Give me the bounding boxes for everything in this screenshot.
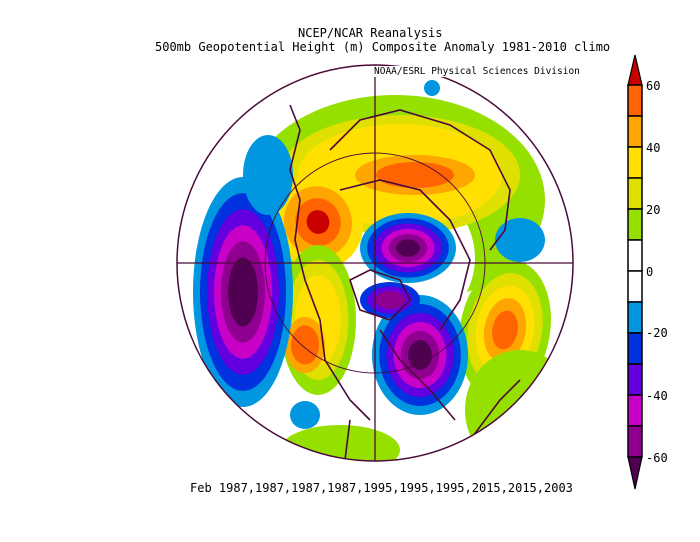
anomaly-contour	[290, 401, 320, 429]
colorbar-swatch	[627, 394, 643, 427]
colorbar-swatch	[627, 425, 643, 458]
anomaly-contour	[243, 135, 293, 215]
anomaly-contour	[376, 162, 454, 188]
figure-subtitle: 500mb Geopotential Height (m) Composite …	[155, 40, 611, 54]
colorbar-swatch	[627, 208, 643, 241]
colorbar-label: -40	[646, 389, 668, 403]
colorbar-min-arrow	[627, 456, 643, 490]
coastline	[349, 269, 411, 321]
colorbar-swatch	[627, 146, 643, 179]
colorbar-swatch	[627, 301, 643, 334]
coastline	[289, 104, 371, 421]
anomaly-contour	[228, 257, 258, 327]
anomaly-contour	[465, 350, 573, 461]
colorbar-swatch	[627, 177, 643, 210]
anomaly-contour	[396, 239, 420, 257]
anomaly-contour	[375, 291, 405, 309]
coastline	[344, 379, 521, 461]
anomaly-contour	[280, 425, 400, 461]
colorbar-swatch	[627, 115, 643, 148]
colorbar-label: 0	[646, 265, 654, 279]
colorbar-label: 40	[646, 141, 661, 155]
figure-title: NCEP/NCAR Reanalysis	[298, 26, 443, 40]
coastline	[339, 179, 471, 331]
colorbar-label: -60	[646, 451, 668, 465]
anomaly-contour	[424, 80, 440, 96]
colorbar-swatch	[627, 84, 643, 117]
colorbar-swatch	[627, 332, 643, 365]
map-boundary	[176, 64, 574, 462]
anomaly-field	[193, 80, 573, 461]
anomaly-contour	[492, 310, 518, 350]
anomaly-contour	[291, 325, 319, 365]
colorbar-label: 20	[646, 203, 661, 217]
colorbar-swatch	[627, 363, 643, 396]
colorbar-swatch	[627, 239, 643, 272]
colorbar-label: -20	[646, 326, 668, 340]
colorbar-max-arrow	[627, 54, 643, 86]
colorbar-swatch	[627, 270, 643, 303]
coastlines	[264, 104, 521, 461]
coastline	[329, 109, 511, 251]
anomaly-contour	[495, 218, 545, 262]
coastline	[379, 329, 456, 421]
credit-label: NOAA/ESRL Physical Sciences Division	[374, 66, 580, 77]
anomaly-contour	[306, 210, 330, 234]
colorbar-label: 60	[646, 79, 661, 93]
colorbar	[627, 54, 643, 490]
footer-dates: Feb 1987,1987,1987,1987,1995,1995,1995,2…	[190, 481, 573, 495]
anomaly-contour	[408, 340, 432, 370]
